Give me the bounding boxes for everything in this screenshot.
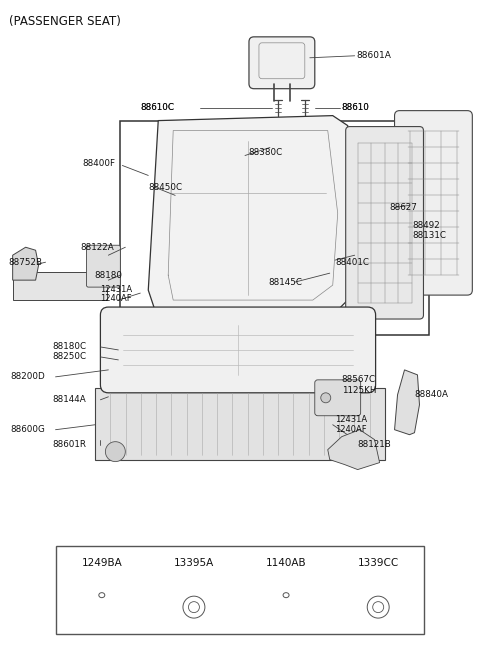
Bar <box>96 388 384 460</box>
Text: 88840A: 88840A <box>415 390 448 400</box>
Text: 88144A: 88144A <box>52 395 86 404</box>
Circle shape <box>183 596 205 618</box>
Ellipse shape <box>283 593 289 597</box>
Ellipse shape <box>99 593 105 597</box>
Text: 1240AF: 1240AF <box>100 293 132 303</box>
Circle shape <box>350 441 370 462</box>
Text: 1125KH: 1125KH <box>342 386 376 396</box>
Text: 88567C: 88567C <box>342 375 376 384</box>
Text: 88180C: 88180C <box>52 343 87 352</box>
Text: 1240AF: 1240AF <box>335 425 366 434</box>
Bar <box>120 121 430 335</box>
Bar <box>113 379 363 393</box>
Text: 88610C: 88610C <box>140 103 174 112</box>
Text: (PASSENGER SEAT): (PASSENGER SEAT) <box>9 15 120 28</box>
Text: 88610: 88610 <box>342 103 370 112</box>
Text: 88250C: 88250C <box>52 352 87 362</box>
FancyBboxPatch shape <box>100 307 376 393</box>
Text: 88610C: 88610C <box>140 103 174 112</box>
Circle shape <box>106 441 125 462</box>
Text: 88401C: 88401C <box>336 257 370 267</box>
Text: 88131C: 88131C <box>412 231 446 240</box>
Text: 88601R: 88601R <box>52 440 86 449</box>
FancyBboxPatch shape <box>395 111 472 295</box>
Circle shape <box>367 596 389 618</box>
Circle shape <box>372 602 384 612</box>
Polygon shape <box>395 370 420 435</box>
Bar <box>12 272 108 300</box>
FancyBboxPatch shape <box>249 37 315 88</box>
Text: 88600G: 88600G <box>11 425 46 434</box>
Text: 88400F: 88400F <box>83 159 116 168</box>
Text: 88121B: 88121B <box>358 440 391 449</box>
FancyBboxPatch shape <box>86 245 120 287</box>
Text: 88627: 88627 <box>390 203 418 212</box>
Text: 1140AB: 1140AB <box>266 558 306 568</box>
Circle shape <box>321 393 331 403</box>
FancyBboxPatch shape <box>346 126 423 319</box>
Text: 88492: 88492 <box>412 221 440 230</box>
Text: 88200D: 88200D <box>11 372 46 381</box>
Text: 88610: 88610 <box>342 103 370 112</box>
Polygon shape <box>328 430 380 470</box>
FancyBboxPatch shape <box>315 380 360 416</box>
Text: 1339CC: 1339CC <box>358 558 399 568</box>
Polygon shape <box>148 116 353 320</box>
Text: 88180: 88180 <box>95 271 122 280</box>
Text: 88380C: 88380C <box>248 148 282 157</box>
Text: 12431A: 12431A <box>335 415 367 424</box>
Text: 88145C: 88145C <box>268 278 302 287</box>
Text: 88450C: 88450C <box>148 183 182 192</box>
Text: 88122A: 88122A <box>81 243 114 252</box>
Polygon shape <box>12 247 38 280</box>
Text: 13395A: 13395A <box>174 558 214 568</box>
Text: 12431A: 12431A <box>100 285 132 293</box>
Text: 88752B: 88752B <box>9 257 43 267</box>
Text: 1249BA: 1249BA <box>82 558 122 568</box>
Bar <box>56 546 424 635</box>
Text: 88601A: 88601A <box>357 51 392 60</box>
Circle shape <box>189 602 199 612</box>
